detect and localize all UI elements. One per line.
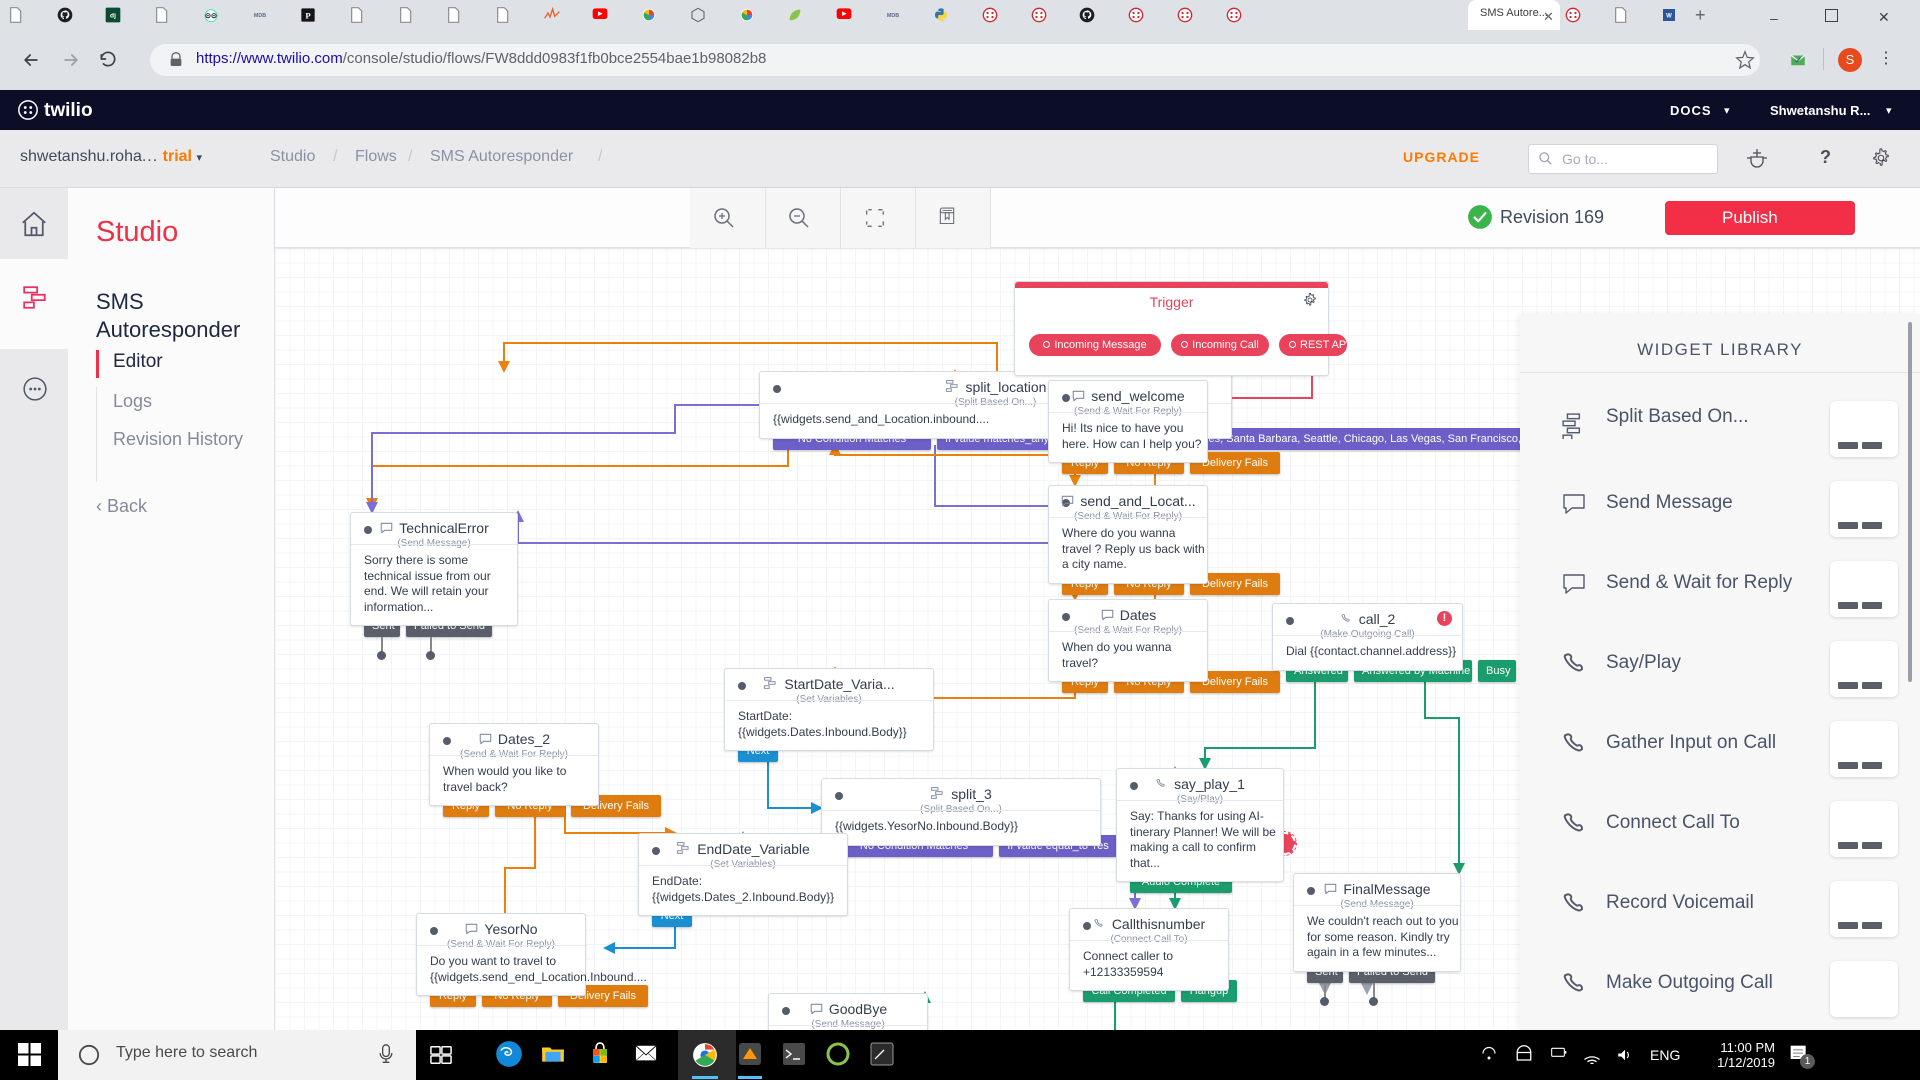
svg-text:MDB: MDB xyxy=(887,13,899,19)
svg-text:P: P xyxy=(306,10,312,20)
svg-text:W: W xyxy=(1666,14,1672,20)
svg-text:dj: dj xyxy=(110,13,116,20)
svg-text:MDB: MDB xyxy=(253,13,265,19)
